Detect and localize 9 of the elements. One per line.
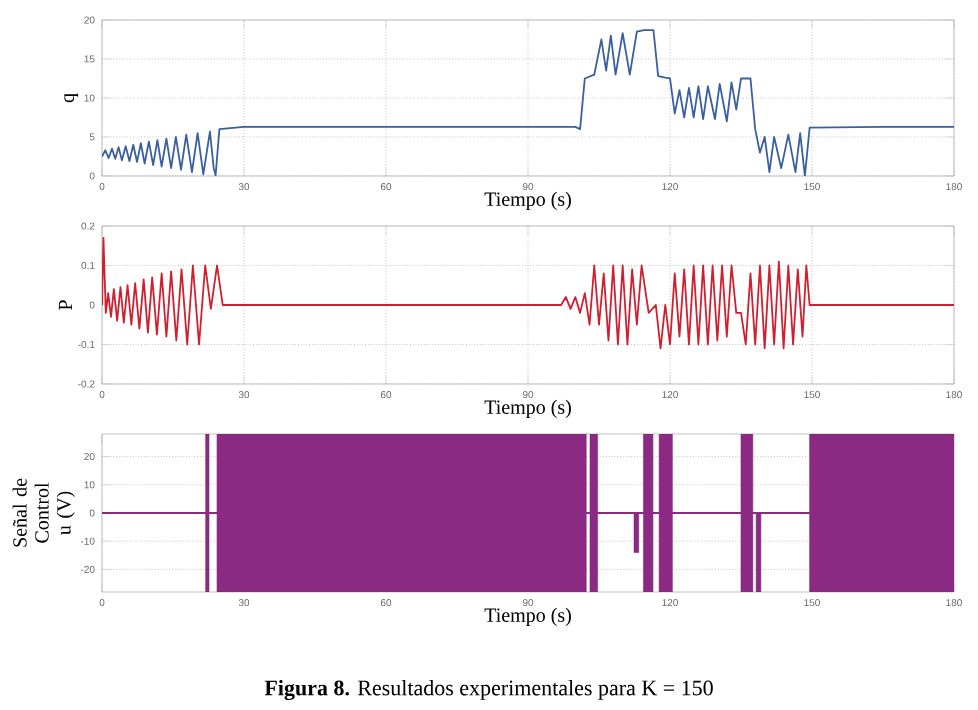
x-axis-title: Tiempo (s) [484, 607, 571, 626]
line-series [102, 29, 954, 176]
y-axis-title: Señal de Control u (V) [12, 478, 75, 547]
x-axis-title: Tiempo (s) [484, 191, 571, 210]
x-axis-title: Tiempo (s) [484, 399, 571, 418]
line-series [102, 236, 954, 350]
y-axis-title: P [58, 300, 72, 310]
text: Figura 8. Resultados experimentales para K = 150 [264, 679, 713, 701]
y-axis-title: q [64, 93, 79, 103]
